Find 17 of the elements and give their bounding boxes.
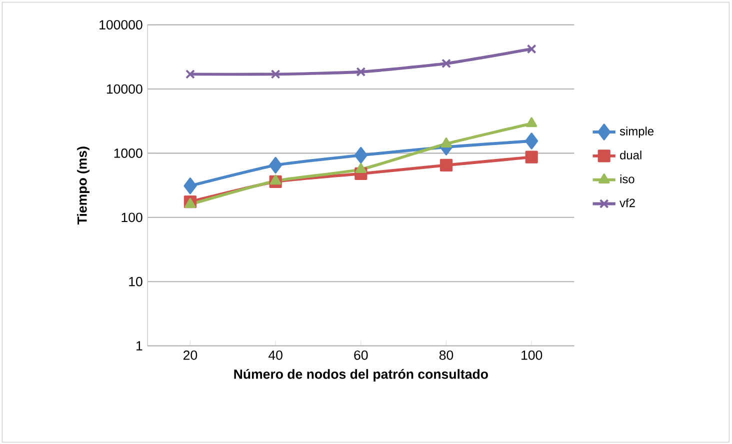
legend-label: dual [620, 150, 642, 160]
x-tick-label: 40 [268, 350, 282, 360]
y-tick-label: 1 [136, 341, 142, 350]
x-tick-label: 80 [439, 350, 454, 360]
legend-label: vf2 [620, 198, 635, 207]
x-tick-label: 100 [522, 350, 542, 360]
legend-label: iso [620, 174, 634, 184]
y-tick-label: 100 [122, 212, 142, 222]
x-tick-label: 60 [354, 350, 368, 360]
y-tick-label: 100000 [100, 20, 142, 30]
x-axis-title: Número de nodos del patrón consultado [234, 368, 488, 382]
y-tick-label: 1000 [114, 148, 142, 158]
y-tick-label: 10000 [106, 84, 142, 94]
y-tick-label: 10 [129, 276, 142, 286]
legend-label: simple [620, 126, 654, 138]
x-tick-label: 20 [184, 350, 198, 360]
y-axis-title: Tiempo (ms) [77, 146, 90, 224]
